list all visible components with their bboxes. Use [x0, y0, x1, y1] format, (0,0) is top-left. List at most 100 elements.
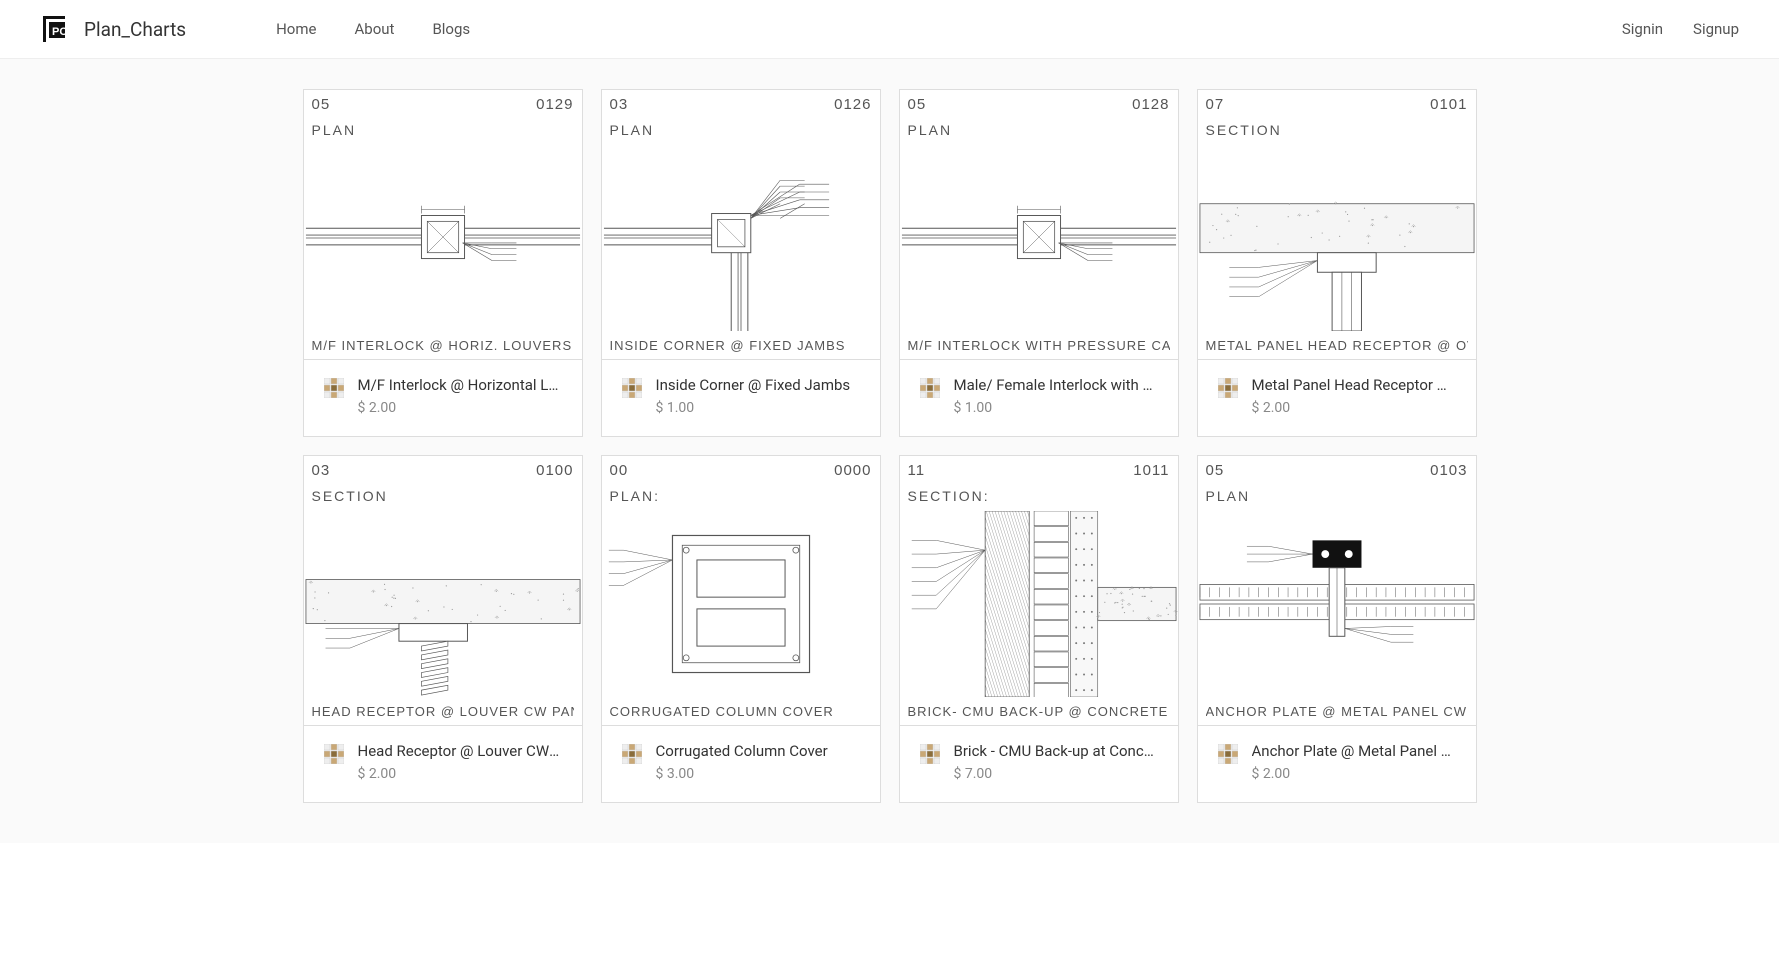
product-info: Male/ Female Interlock with Pr… $ 1.00 [900, 360, 1178, 436]
product-thumbnail: 03 0126 PLAN INSIDE CORNER @ FIXED JAMBS [602, 90, 880, 360]
site-header: PC Plan_Charts Home About Blogs Signin S… [0, 0, 1779, 59]
product-card[interactable]: 03 0126 PLAN INSIDE CORNER @ FIXED JAMBS… [601, 89, 881, 437]
thumb-caption: INSIDE CORNER @ FIXED JAMBS [610, 338, 872, 353]
category-grid-icon [1218, 378, 1238, 398]
thumb-code-right: 0101 [1430, 96, 1467, 113]
thumb-code-left: 11 [908, 462, 926, 479]
thumb-type-label: SECTION: [908, 488, 990, 504]
product-price: $ 2.00 [358, 766, 562, 782]
thumb-type-label: SECTION [1206, 122, 1282, 138]
product-card[interactable]: 07 0101 SECTION METAL PANEL HEAD RECEPTO… [1197, 89, 1477, 437]
product-thumbnail: 07 0101 SECTION METAL PANEL HEAD RECEPTO… [1198, 90, 1476, 360]
product-grid: 05 0129 PLAN M/F INTERLOCK @ HORIZ. LOUV… [0, 59, 1779, 843]
nav-home[interactable]: Home [276, 20, 316, 38]
product-info: Brick - CMU Back-up at Concr… $ 7.00 [900, 726, 1178, 802]
thumb-code-left: 05 [312, 96, 331, 113]
thumb-code-right: 0129 [536, 96, 573, 113]
product-title: M/F Interlock @ Horizontal Lo… [358, 376, 562, 394]
thumb-type-label: PLAN [312, 122, 357, 138]
thumb-drawing [304, 145, 582, 331]
product-info: Corrugated Column Cover $ 3.00 [602, 726, 880, 802]
product-thumbnail: 11 1011 SECTION: BRICK- CMU BACK-UP @ CO… [900, 456, 1178, 726]
thumb-caption: ANCHOR PLATE @ METAL PANEL CW [1206, 704, 1468, 719]
product-title: Head Receptor @ Louver CW … [358, 742, 562, 760]
brand-text: Plan_Charts [84, 18, 186, 41]
category-grid-icon [622, 378, 642, 398]
category-grid-icon [920, 744, 940, 764]
thumb-drawing [1198, 145, 1476, 331]
thumb-type-label: SECTION [312, 488, 388, 504]
thumb-code-right: 0126 [834, 96, 871, 113]
product-price: $ 1.00 [656, 400, 860, 416]
brand-logo-icon: PC [40, 12, 74, 46]
thumb-caption: M/F INTERLOCK @ HORIZ. LOUVERS [312, 338, 574, 353]
product-thumbnail: 00 0000 PLAN: CORRUGATED COLUMN COVER [602, 456, 880, 726]
thumb-caption: M/F INTERLOCK WITH PRESSURE CAP [908, 338, 1170, 353]
main-nav: Home About Blogs [276, 20, 470, 38]
product-info: M/F Interlock @ Horizontal Lo… $ 2.00 [304, 360, 582, 436]
thumb-drawing [602, 145, 880, 331]
product-title: Metal Panel Head Receptor @… [1252, 376, 1456, 394]
product-title: Inside Corner @ Fixed Jambs [656, 376, 860, 394]
category-grid-icon [920, 378, 940, 398]
product-price: $ 2.00 [358, 400, 562, 416]
thumb-caption: HEAD RECEPTOR @ LOUVER CW PANEL [312, 704, 574, 719]
category-grid-icon [1218, 744, 1238, 764]
category-grid-icon [324, 378, 344, 398]
product-title: Anchor Plate @ Metal Panel CW [1252, 742, 1456, 760]
thumb-code-right: 0000 [834, 462, 871, 479]
product-card[interactable]: 05 0103 PLAN ANCHOR PLATE @ METAL PANEL … [1197, 455, 1477, 803]
product-price: $ 2.00 [1252, 766, 1456, 782]
thumb-type-label: PLAN: [610, 488, 660, 504]
thumb-code-left: 05 [1206, 462, 1225, 479]
thumb-code-left: 03 [610, 96, 629, 113]
thumb-caption: METAL PANEL HEAD RECEPTOR @ OVERHANG [1206, 338, 1468, 353]
nav-about[interactable]: About [354, 20, 394, 38]
thumb-code-right: 0128 [1132, 96, 1169, 113]
category-grid-icon [324, 744, 344, 764]
nav-blogs[interactable]: Blogs [432, 20, 470, 38]
thumb-code-right: 0100 [536, 462, 573, 479]
thumb-code-right: 0103 [1430, 462, 1467, 479]
thumb-drawing [900, 145, 1178, 331]
thumb-caption: CORRUGATED COLUMN COVER [610, 704, 872, 719]
product-info: Inside Corner @ Fixed Jambs $ 1.00 [602, 360, 880, 436]
product-info: Head Receptor @ Louver CW … $ 2.00 [304, 726, 582, 802]
product-card[interactable]: 00 0000 PLAN: CORRUGATED COLUMN COVER Co… [601, 455, 881, 803]
signup-link[interactable]: Signup [1693, 20, 1739, 38]
product-title: Corrugated Column Cover [656, 742, 860, 760]
product-card[interactable]: 05 0128 PLAN M/F INTERLOCK WITH PRESSURE… [899, 89, 1179, 437]
thumb-drawing [900, 511, 1178, 697]
svg-text:PC: PC [52, 26, 67, 38]
thumb-code-left: 03 [312, 462, 331, 479]
thumb-code-right: 1011 [1133, 462, 1169, 479]
product-price: $ 2.00 [1252, 400, 1456, 416]
thumb-drawing [1198, 511, 1476, 697]
product-price: $ 1.00 [954, 400, 1158, 416]
thumb-caption: BRICK- CMU BACK-UP @ CONCRETE SLAB [908, 704, 1170, 719]
thumb-code-left: 05 [908, 96, 927, 113]
category-grid-icon [622, 744, 642, 764]
product-thumbnail: 05 0129 PLAN M/F INTERLOCK @ HORIZ. LOUV… [304, 90, 582, 360]
thumb-code-left: 00 [610, 462, 629, 479]
product-card[interactable]: 03 0100 SECTION HEAD RECEPTOR @ LOUVER C… [303, 455, 583, 803]
product-title: Male/ Female Interlock with Pr… [954, 376, 1158, 394]
auth-links: Signin Signup [1622, 20, 1739, 38]
thumb-type-label: PLAN [1206, 488, 1251, 504]
product-info: Anchor Plate @ Metal Panel CW $ 2.00 [1198, 726, 1476, 802]
product-thumbnail: 03 0100 SECTION HEAD RECEPTOR @ LOUVER C… [304, 456, 582, 726]
product-card[interactable]: 05 0129 PLAN M/F INTERLOCK @ HORIZ. LOUV… [303, 89, 583, 437]
brand-wrap[interactable]: PC Plan_Charts [40, 12, 186, 46]
signin-link[interactable]: Signin [1622, 20, 1663, 38]
product-thumbnail: 05 0128 PLAN M/F INTERLOCK WITH PRESSURE… [900, 90, 1178, 360]
product-price: $ 3.00 [656, 766, 860, 782]
product-price: $ 7.00 [954, 766, 1158, 782]
thumb-type-label: PLAN [610, 122, 655, 138]
product-info: Metal Panel Head Receptor @… $ 2.00 [1198, 360, 1476, 436]
thumb-type-label: PLAN [908, 122, 953, 138]
product-card[interactable]: 11 1011 SECTION: BRICK- CMU BACK-UP @ CO… [899, 455, 1179, 803]
thumb-drawing [304, 511, 582, 697]
thumb-code-left: 07 [1206, 96, 1225, 113]
thumb-drawing [602, 511, 880, 697]
product-title: Brick - CMU Back-up at Concr… [954, 742, 1158, 760]
